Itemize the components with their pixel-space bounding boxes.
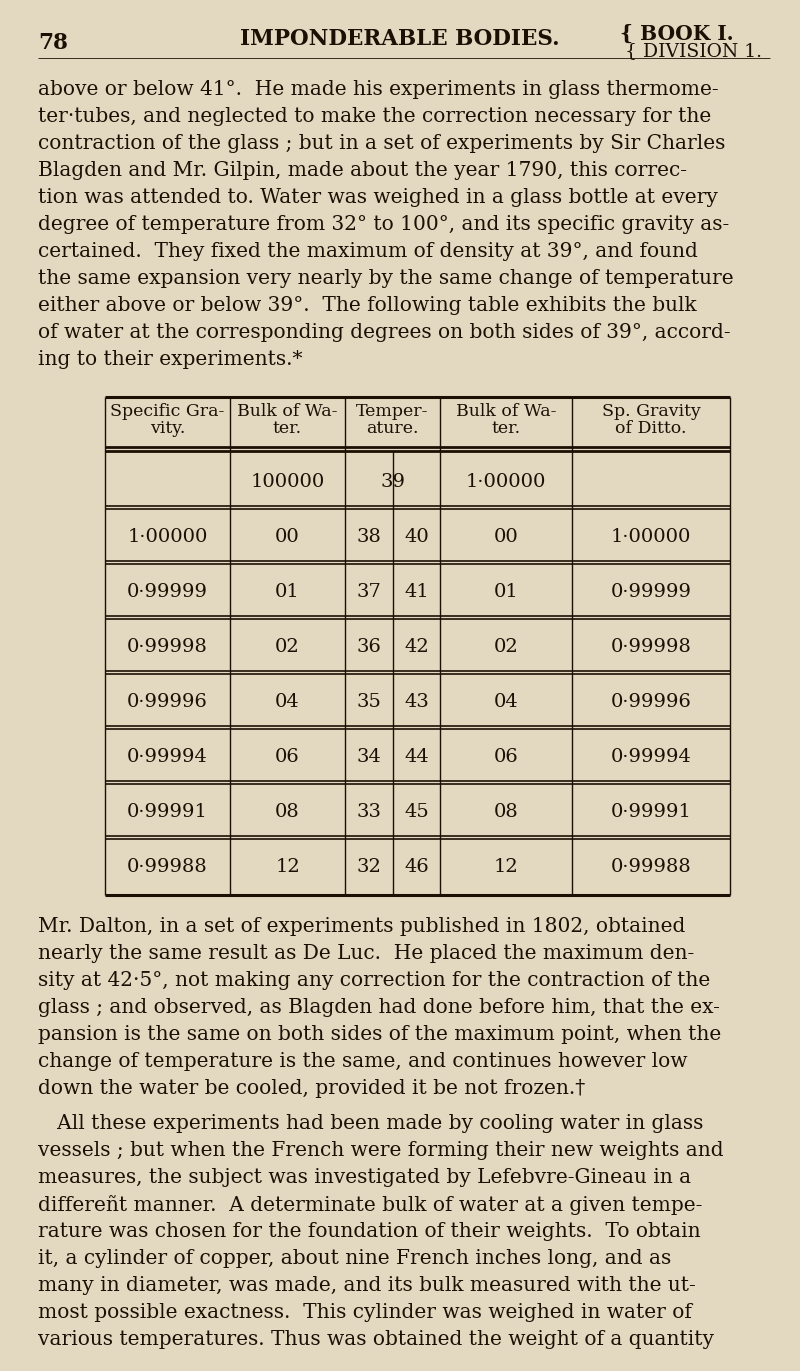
Text: Temper-: Temper-: [356, 403, 429, 420]
Text: { BOOK I.: { BOOK I.: [620, 25, 734, 44]
Text: 01: 01: [494, 583, 518, 600]
Text: degree of temperature from 32° to 100°, and its specific gravity as-: degree of temperature from 32° to 100°, …: [38, 215, 730, 234]
Text: tion was attended to. Water was weighed in a glass bottle at every: tion was attended to. Water was weighed …: [38, 188, 718, 207]
Text: 42: 42: [404, 638, 429, 655]
Text: 02: 02: [275, 638, 300, 655]
Text: 02: 02: [494, 638, 518, 655]
Text: 0·99988: 0·99988: [127, 858, 208, 876]
Text: down the water be cooled, provided it be not frozen.†: down the water be cooled, provided it be…: [38, 1079, 586, 1098]
Text: glass ; and observed, as Blagden had done before him, that the ex-: glass ; and observed, as Blagden had don…: [38, 998, 720, 1017]
Text: various temperatures. Thus was obtained the weight of a quantity: various temperatures. Thus was obtained …: [38, 1330, 714, 1349]
Text: 0·99991: 0·99991: [127, 803, 208, 821]
Text: Blagden and Mr. Gilpin, made about the year 1790, this correc-: Blagden and Mr. Gilpin, made about the y…: [38, 160, 687, 180]
Text: 1·00000: 1·00000: [127, 528, 208, 546]
Text: 41: 41: [404, 583, 429, 600]
Text: 34: 34: [357, 749, 382, 766]
Text: rature was chosen for the foundation of their weights.  To obtain: rature was chosen for the foundation of …: [38, 1222, 701, 1241]
Text: 38: 38: [357, 528, 382, 546]
Text: Mr. Dalton, in a set of experiments published in 1802, obtained: Mr. Dalton, in a set of experiments publ…: [38, 917, 686, 936]
Text: vity.: vity.: [150, 420, 185, 437]
Text: differeñt manner.  A determinate bulk of water at a given tempe-: differeñt manner. A determinate bulk of …: [38, 1196, 702, 1215]
Text: 1·00000: 1·00000: [611, 528, 691, 546]
Text: 0·99991: 0·99991: [610, 803, 691, 821]
Text: 46: 46: [404, 858, 429, 876]
Text: of Ditto.: of Ditto.: [615, 420, 686, 437]
Text: 45: 45: [404, 803, 429, 821]
Text: 33: 33: [357, 803, 382, 821]
Text: All these experiments had been made by cooling water in glass: All these experiments had been made by c…: [38, 1115, 703, 1132]
Text: 06: 06: [494, 749, 518, 766]
Text: ter.: ter.: [491, 420, 521, 437]
Text: 44: 44: [404, 749, 429, 766]
Text: 00: 00: [494, 528, 518, 546]
Text: 12: 12: [275, 858, 300, 876]
Text: 78: 78: [38, 32, 68, 53]
Text: vessels ; but when the French were forming their new weights and: vessels ; but when the French were formi…: [38, 1141, 724, 1160]
Text: of water at the corresponding degrees on both sides of 39°, accord-: of water at the corresponding degrees on…: [38, 324, 730, 341]
Text: 0·99999: 0·99999: [610, 583, 691, 600]
Text: 37: 37: [357, 583, 382, 600]
Text: sity at 42·5°, not making any correction for the contraction of the: sity at 42·5°, not making any correction…: [38, 971, 710, 990]
Text: 08: 08: [494, 803, 518, 821]
Text: Bulk of Wa-: Bulk of Wa-: [238, 403, 338, 420]
Text: Specific Gra-: Specific Gra-: [110, 403, 225, 420]
Text: 100000: 100000: [250, 473, 325, 491]
Text: many in diameter, was made, and its bulk measured with the ut-: many in diameter, was made, and its bulk…: [38, 1276, 696, 1296]
Text: 0·99998: 0·99998: [127, 638, 208, 655]
Text: 43: 43: [404, 692, 429, 712]
Text: ter.: ter.: [273, 420, 302, 437]
Text: 32: 32: [357, 858, 382, 876]
Text: certained.  They fixed the maximum of density at 39°, and found: certained. They fixed the maximum of den…: [38, 243, 698, 260]
Text: { DIVISION 1.: { DIVISION 1.: [625, 43, 762, 60]
Text: 36: 36: [357, 638, 382, 655]
Text: pansion is the same on both sides of the maximum point, when the: pansion is the same on both sides of the…: [38, 1026, 722, 1043]
Text: 08: 08: [275, 803, 300, 821]
Text: 35: 35: [357, 692, 382, 712]
Text: 40: 40: [404, 528, 429, 546]
Text: 0·99999: 0·99999: [127, 583, 208, 600]
Text: it, a cylinder of copper, about nine French inches long, and as: it, a cylinder of copper, about nine Fre…: [38, 1249, 671, 1268]
Text: nearly the same result as De Luc.  He placed the maximum den-: nearly the same result as De Luc. He pla…: [38, 945, 694, 962]
Text: Bulk of Wa-: Bulk of Wa-: [456, 403, 556, 420]
Text: 00: 00: [275, 528, 300, 546]
Text: ature.: ature.: [366, 420, 418, 437]
Text: ter·tubes, and neglected to make the correction necessary for the: ter·tubes, and neglected to make the cor…: [38, 107, 711, 126]
Text: 06: 06: [275, 749, 300, 766]
Text: contraction of the glass ; but in a set of experiments by Sir Charles: contraction of the glass ; but in a set …: [38, 134, 726, 154]
Text: 0·99988: 0·99988: [610, 858, 691, 876]
Text: change of temperature is the same, and continues however low: change of temperature is the same, and c…: [38, 1052, 687, 1071]
Text: 0·99996: 0·99996: [610, 692, 691, 712]
Text: 12: 12: [494, 858, 518, 876]
Text: Sp. Gravity: Sp. Gravity: [602, 403, 701, 420]
Text: measures, the subject was investigated by Lefebvre-Gineau in a: measures, the subject was investigated b…: [38, 1168, 691, 1187]
Text: above or below 41°.  He made his experiments in glass thermome-: above or below 41°. He made his experime…: [38, 80, 718, 99]
Text: 04: 04: [275, 692, 300, 712]
Text: 01: 01: [275, 583, 300, 600]
Text: most possible exactness.  This cylinder was weighed in water of: most possible exactness. This cylinder w…: [38, 1302, 692, 1322]
Text: 1·00000: 1·00000: [466, 473, 546, 491]
Text: IMPONDERABLE BODIES.: IMPONDERABLE BODIES.: [240, 27, 560, 49]
Text: 0·99998: 0·99998: [610, 638, 691, 655]
Text: 04: 04: [494, 692, 518, 712]
Text: 0·99994: 0·99994: [127, 749, 208, 766]
Text: the same expansion very nearly by the same change of temperature: the same expansion very nearly by the sa…: [38, 269, 734, 288]
Text: 0·99996: 0·99996: [127, 692, 208, 712]
Text: 39: 39: [380, 473, 405, 491]
Text: either above or below 39°.  The following table exhibits the bulk: either above or below 39°. The following…: [38, 296, 697, 315]
Text: ing to their experiments.*: ing to their experiments.*: [38, 350, 302, 369]
Text: 0·99994: 0·99994: [610, 749, 691, 766]
